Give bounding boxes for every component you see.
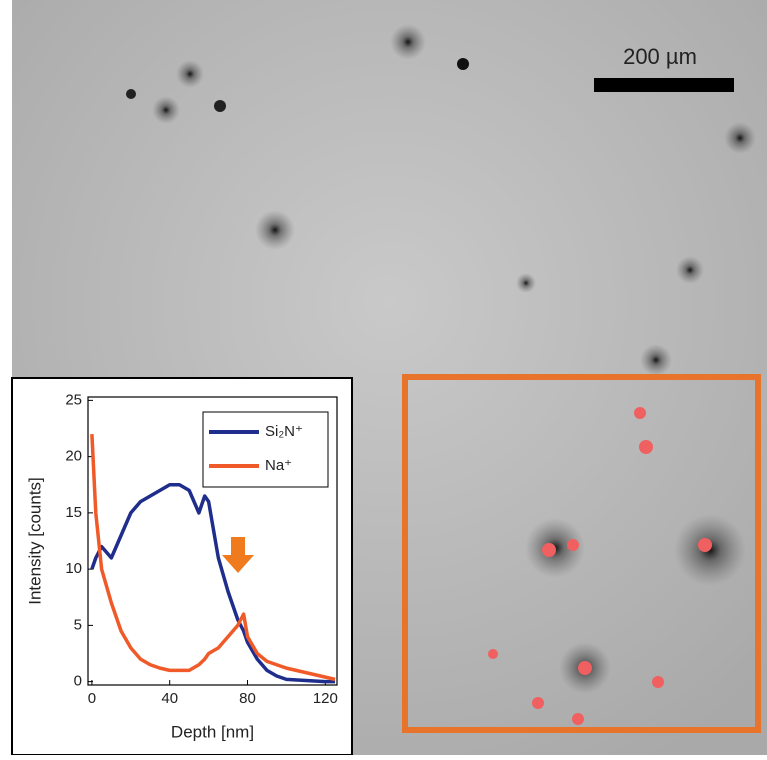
page: {"scale_bar": "200 µm", "chart_data": {"… <box>0 0 767 755</box>
hotspot <box>488 649 498 659</box>
y-tick-label: 10 <box>65 560 82 577</box>
y-tick-label: 25 <box>65 391 82 408</box>
hotspot <box>567 539 579 551</box>
scale-bar <box>594 78 734 92</box>
particle <box>176 60 204 88</box>
legend-label: Si₂N⁺ <box>265 423 303 440</box>
hotspot <box>572 713 584 725</box>
particle <box>724 122 756 154</box>
particle <box>676 256 704 284</box>
y-tick-label: 5 <box>74 616 82 633</box>
x-tick-label: 0 <box>88 690 96 707</box>
particle <box>640 344 672 376</box>
x-tick-label: 120 <box>313 690 338 707</box>
particle <box>152 96 180 124</box>
particle <box>457 58 469 70</box>
particle <box>674 514 746 586</box>
hotspot <box>639 440 653 454</box>
y-axis-label: Intensity [counts] <box>25 477 44 605</box>
x-axis-label: Depth [nm] <box>171 722 254 741</box>
hotspot <box>652 676 664 688</box>
hotspot <box>634 407 646 419</box>
hotspot <box>532 697 544 709</box>
hotspot <box>698 538 712 552</box>
y-tick-label: 0 <box>74 673 82 690</box>
hotspot <box>542 543 556 557</box>
particle <box>255 210 295 250</box>
particle <box>516 273 536 293</box>
y-tick-label: 15 <box>65 504 82 521</box>
y-tick-label: 20 <box>65 448 82 465</box>
legend-label: Na⁺ <box>265 457 292 474</box>
x-tick-label: 40 <box>161 690 178 707</box>
hotspot <box>578 661 592 675</box>
x-tick-label: 80 <box>239 690 256 707</box>
particle <box>126 89 136 99</box>
figure: 200 µm 0 5 10 15 20 25 0 40 80 120 Depth [nm] Inten… <box>0 0 767 755</box>
scale-bar-label: 200 µm <box>623 44 697 69</box>
particle <box>390 24 426 60</box>
particle <box>214 100 226 112</box>
